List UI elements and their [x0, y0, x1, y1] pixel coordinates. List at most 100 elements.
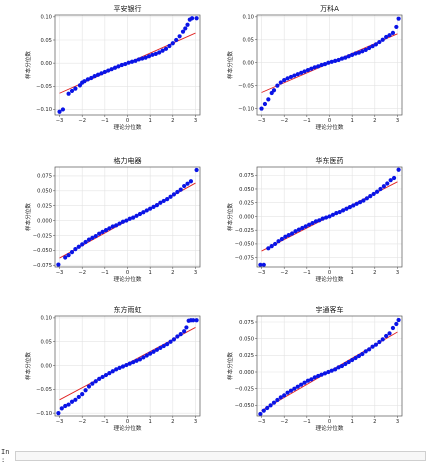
data-point [293, 229, 298, 234]
data-point [76, 244, 81, 249]
data-point [271, 400, 277, 405]
panel-title: 宇通客车 [316, 305, 344, 314]
data-point [83, 239, 88, 245]
qq-panel-1: −3 −2 −1 0 1 2 3 −0.10 −0.05 0.00 0.05 0.10 平安银行理论分位… [24, 4, 201, 131]
x-tick-label: −3 [56, 419, 64, 425]
data-point [262, 101, 268, 107]
x-tick-label: −2 [78, 118, 86, 124]
data-point [158, 345, 163, 351]
data-point [396, 317, 401, 323]
data-point [271, 88, 277, 93]
data-point [344, 206, 349, 211]
data-point [184, 325, 189, 330]
x-tick-label: −1 [303, 118, 311, 124]
x-axis-label: 理论分位数 [114, 123, 142, 131]
data-point [316, 64, 321, 69]
y-axis-label: 样本分位数 [24, 203, 32, 231]
x-tick-label: 2 [373, 270, 376, 276]
data-point [292, 386, 297, 391]
data-point [100, 229, 105, 234]
x-tick-label: −2 [280, 118, 288, 124]
data-point [99, 71, 104, 76]
data-point [367, 45, 372, 51]
y-tick-label: −0.10 [36, 107, 52, 113]
data-point [278, 395, 283, 400]
data-point [100, 374, 105, 380]
data-point [116, 64, 121, 69]
data-point [305, 378, 311, 383]
data-point [302, 69, 307, 74]
data-point [390, 325, 396, 331]
data-point [346, 359, 351, 365]
qq-panel-2: −3 −2 −1 0 1 2 3 −0.10 −0.05 0.00 0.05 0.10 万科A 理论分位数… [226, 4, 403, 131]
data-point [286, 233, 291, 238]
data-point [131, 215, 136, 220]
y-tick-label: −0.025 [33, 233, 52, 239]
data-point [97, 231, 102, 236]
x-tick-label: 0 [126, 270, 129, 276]
data-point [63, 255, 68, 260]
data-point [282, 78, 287, 83]
data-point [324, 215, 329, 220]
data-point [93, 233, 98, 239]
data-point [378, 186, 383, 192]
data-point [285, 390, 290, 395]
data-point [106, 68, 111, 73]
data-point [282, 393, 287, 398]
data-point [384, 333, 389, 339]
y-tick-label: 0.075 [37, 174, 52, 180]
y-tick-label: −0.025 [235, 228, 254, 234]
data-point [340, 208, 346, 213]
data-point [120, 364, 126, 369]
data-point [356, 353, 362, 359]
data-point [160, 48, 165, 53]
data-point [333, 367, 338, 372]
data-point [73, 86, 78, 91]
data-point [299, 70, 304, 75]
data-point [316, 373, 321, 379]
data-point [133, 58, 138, 63]
y-tick-label: −0.050 [33, 248, 52, 254]
data-point [157, 50, 162, 55]
data-point [185, 181, 190, 186]
x-axis-label: 理论分位数 [316, 123, 344, 131]
data-point [134, 358, 139, 363]
data-point [174, 37, 179, 43]
data-point [124, 362, 129, 368]
data-point [82, 79, 87, 84]
data-point [381, 184, 386, 189]
data-point [153, 51, 158, 56]
x-tick-label: 2 [171, 118, 174, 124]
x-tick-label: 2 [171, 270, 174, 276]
data-point [385, 181, 390, 186]
data-point [307, 222, 312, 227]
data-point [85, 77, 90, 82]
y-tick-label: −0.10 [238, 106, 254, 112]
data-point [102, 69, 107, 75]
data-point [178, 187, 183, 192]
y-tick-label: 0.05 [40, 340, 52, 346]
data-point [177, 34, 182, 39]
data-point [189, 16, 195, 21]
code-cell-input[interactable] [15, 450, 426, 461]
y-tick-label: −0.050 [235, 242, 254, 248]
x-tick-label: 3 [396, 270, 399, 276]
x-tick-label: −2 [78, 270, 86, 276]
data-point [276, 239, 281, 244]
x-tick-label: −1 [101, 270, 109, 276]
qq-panel-3: −3 −2 −1 0 1 2 3 −0.075 −0.050 −0.025 0.000 0.025 0.… [24, 156, 201, 283]
data-point [353, 355, 358, 361]
data-point [377, 339, 382, 345]
data-point [356, 50, 362, 55]
data-point [390, 30, 396, 35]
data-point [387, 331, 392, 336]
data-point [168, 194, 173, 199]
data-point [178, 331, 183, 337]
data-point [95, 72, 101, 77]
x-tick-label: 3 [396, 419, 399, 425]
data-point [171, 192, 177, 197]
x-tick-label: 3 [194, 419, 197, 425]
data-point [295, 384, 300, 389]
data-point [114, 367, 119, 372]
data-point [120, 219, 126, 224]
